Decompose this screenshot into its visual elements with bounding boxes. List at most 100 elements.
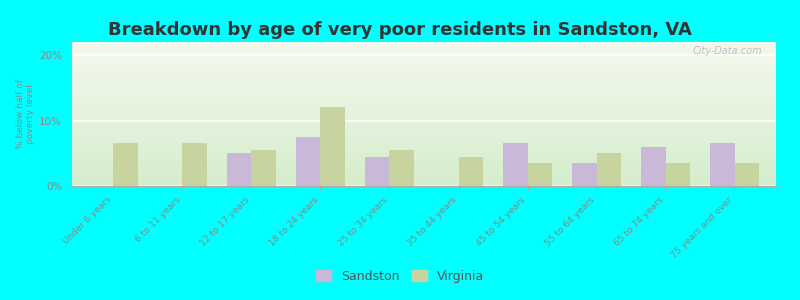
Bar <box>114 143 138 186</box>
Bar <box>72 173 776 175</box>
Bar <box>72 152 776 153</box>
Bar <box>72 67 776 68</box>
Bar <box>72 167 776 169</box>
Bar <box>72 88 776 89</box>
Bar <box>72 46 776 48</box>
Bar <box>72 123 776 124</box>
Bar <box>72 94 776 95</box>
Bar <box>72 74 776 75</box>
Bar <box>72 98 776 100</box>
Bar <box>72 82 776 84</box>
Bar <box>321 107 345 186</box>
Bar <box>72 144 776 146</box>
Bar <box>72 150 776 152</box>
Bar <box>72 68 776 69</box>
Bar <box>72 91 776 92</box>
Bar <box>72 125 776 127</box>
Bar <box>72 110 776 111</box>
Bar <box>72 157 776 159</box>
Bar <box>72 103 776 104</box>
Bar <box>72 53 776 55</box>
Bar <box>72 84 776 85</box>
Bar <box>72 154 776 156</box>
Text: City-Data.com: City-Data.com <box>692 46 762 56</box>
Bar <box>296 137 321 186</box>
Bar <box>72 72 776 74</box>
Bar <box>72 71 776 72</box>
Bar <box>72 64 776 65</box>
Bar <box>503 143 527 186</box>
Bar <box>72 124 776 125</box>
Bar <box>72 58 776 59</box>
Bar <box>72 140 776 141</box>
Bar <box>72 161 776 163</box>
Bar <box>72 175 776 176</box>
Bar <box>710 143 734 186</box>
Bar <box>72 153 776 154</box>
Bar <box>72 160 776 161</box>
Bar <box>72 75 776 76</box>
Bar <box>72 136 776 137</box>
Bar <box>390 150 414 186</box>
Bar <box>72 107 776 108</box>
Bar <box>527 163 552 186</box>
Bar <box>72 179 776 180</box>
Bar <box>72 120 776 121</box>
Bar <box>72 55 776 56</box>
Bar <box>72 121 776 123</box>
Bar <box>666 163 690 186</box>
Bar <box>72 117 776 118</box>
Bar <box>72 134 776 136</box>
Bar <box>251 150 276 186</box>
Bar <box>72 95 776 97</box>
Legend: Sandston, Virginia: Sandston, Virginia <box>311 265 489 288</box>
Bar <box>72 111 776 112</box>
Bar <box>72 62 776 64</box>
Bar <box>72 56 776 58</box>
Bar <box>72 100 776 101</box>
Bar <box>72 156 776 157</box>
Bar <box>458 157 482 186</box>
Bar <box>72 114 776 116</box>
Bar <box>72 180 776 182</box>
Bar <box>597 153 621 186</box>
Text: Breakdown by age of very poor residents in Sandston, VA: Breakdown by age of very poor residents … <box>108 21 692 39</box>
Bar <box>72 97 776 98</box>
Bar <box>72 128 776 130</box>
Bar <box>72 51 776 52</box>
Bar <box>72 127 776 128</box>
Bar <box>572 163 597 186</box>
Bar <box>72 147 776 148</box>
Bar <box>72 105 776 107</box>
Bar <box>72 133 776 134</box>
Bar <box>72 89 776 91</box>
Bar <box>72 139 776 140</box>
Bar <box>72 44 776 45</box>
Bar <box>227 153 251 186</box>
Bar <box>72 166 776 167</box>
Bar <box>72 92 776 94</box>
Bar <box>72 42 776 44</box>
Bar <box>72 159 776 160</box>
Bar <box>72 143 776 144</box>
Bar <box>72 182 776 183</box>
Bar <box>72 164 776 166</box>
Bar <box>72 146 776 147</box>
Bar <box>72 118 776 120</box>
Bar <box>72 183 776 184</box>
Bar <box>366 157 390 186</box>
Bar <box>72 78 776 80</box>
Bar <box>72 170 776 172</box>
Bar <box>72 108 776 110</box>
Bar <box>72 112 776 114</box>
Bar <box>72 59 776 61</box>
Bar <box>182 143 206 186</box>
Bar <box>72 76 776 78</box>
Bar <box>72 130 776 131</box>
Bar <box>72 61 776 62</box>
Bar <box>72 131 776 133</box>
Bar <box>72 104 776 105</box>
Bar <box>72 101 776 103</box>
Bar <box>72 49 776 51</box>
Bar <box>72 116 776 117</box>
